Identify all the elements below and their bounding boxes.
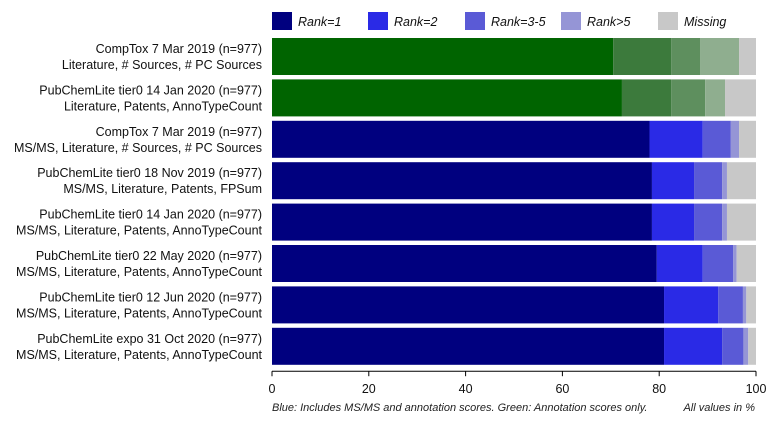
bar-segment-r4-1 (272, 162, 652, 200)
bar-segment-r8-1 (272, 327, 665, 365)
bar-segment-r6-4 (733, 245, 737, 282)
bar-segment-r8-3 (722, 327, 744, 365)
bar-segment-r7-2 (664, 286, 719, 324)
footnote-right: All values in % (682, 402, 755, 414)
bar-segment-r3-3 (702, 120, 731, 158)
bar-segment-r3-1 (272, 120, 650, 158)
x-tick-label-100: 100 (746, 382, 767, 396)
bar-segment-r7-4 (742, 286, 747, 324)
footnote-left: Blue: Includes MS/MS and annotation scor… (272, 402, 647, 414)
bar-segment-r6-3 (702, 245, 734, 282)
legend-label-5: Missing (684, 15, 726, 29)
bar-segment-r1-1 (272, 38, 614, 75)
bar-segment-r8-5 (748, 327, 756, 365)
bar-segment-r2-2 (621, 79, 672, 117)
category-label-4-line2: MS/MS, Literature, Patents, FPSum (63, 182, 262, 196)
legend-swatch-3 (465, 12, 485, 30)
x-tick-label-40: 40 (459, 382, 473, 396)
bar-segment-r7-5 (746, 286, 756, 324)
category-label-2-line1: PubChemLite tier0 14 Jan 2020 (n=977) (39, 83, 262, 97)
legend: Rank=1 Rank=2 Rank=3-5 Rank>5 Missing (272, 12, 726, 30)
bar-segment-r4-3 (694, 162, 723, 200)
bar-segment-r2-4 (705, 79, 726, 117)
legend-label-4: Rank>5 (587, 15, 630, 29)
category-label-5-line2: MS/MS, Literature, Patents, AnnoTypeCoun… (16, 224, 262, 238)
bar-segment-r1-5 (739, 38, 756, 75)
bar-segment-r5-4 (722, 203, 727, 241)
bar-segment-r7-3 (718, 286, 743, 324)
legend-swatch-2 (368, 12, 388, 30)
bar-segment-r7-1 (272, 286, 665, 324)
category-label-3-line1: CompTox 7 Mar 2019 (n=977) (96, 125, 262, 139)
bar-segment-r8-2 (664, 327, 723, 365)
x-tick-label-0: 0 (269, 382, 276, 396)
bar-segment-r2-1 (272, 79, 622, 117)
bar-segment-r2-3 (671, 79, 706, 117)
x-axis: 0 20 40 60 80 100 (269, 370, 767, 396)
bar-segment-r5-1 (272, 203, 652, 241)
bar-segment-r4-2 (651, 162, 695, 200)
category-label-8-line1: PubChemLite expo 31 Oct 2020 (n=977) (37, 332, 262, 346)
legend-swatch-1 (272, 12, 292, 30)
category-label-6-line1: PubChemLite tier0 22 May 2020 (n=977) (36, 249, 262, 263)
bar-segment-r3-5 (739, 120, 756, 158)
category-label-7-line1: PubChemLite tier0 12 Jun 2020 (n=977) (39, 290, 262, 304)
category-label-6-line2: MS/MS, Literature, Patents, AnnoTypeCoun… (16, 265, 262, 279)
bar-segment-r5-2 (651, 203, 695, 241)
category-label-1-line2: Literature, # Sources, # PC Sources (62, 58, 262, 72)
bar-segment-r1-3 (671, 38, 701, 75)
bar-segment-r4-4 (722, 162, 727, 200)
bar-segment-r1-2 (613, 38, 672, 75)
bar-segment-r6-5 (736, 245, 756, 282)
legend-label-2: Rank=2 (394, 15, 437, 29)
category-label-5-line1: PubChemLite tier0 14 Jan 2020 (n=977) (39, 208, 262, 222)
bar-segment-r1-4 (700, 38, 740, 75)
bar-segment-r5-3 (694, 203, 723, 241)
category-label-1-line1: CompTox 7 Mar 2019 (n=977) (96, 42, 262, 56)
legend-swatch-4 (561, 12, 581, 30)
bar-segment-r6-2 (656, 245, 703, 282)
bar-segment-r4-5 (726, 162, 756, 200)
category-label-2-line2: Literature, Patents, AnnoTypeCount (64, 99, 263, 113)
category-label-4-line1: PubChemLite tier0 18 Nov 2019 (n=977) (37, 166, 262, 180)
x-tick-label-20: 20 (362, 382, 376, 396)
bar-area (272, 38, 756, 365)
bar-segment-r8-4 (743, 327, 749, 365)
category-labels: CompTox 7 Mar 2019 (n=977) Literature, # … (14, 42, 263, 362)
legend-swatch-5 (658, 12, 678, 30)
x-tick-label-80: 80 (652, 382, 666, 396)
legend-label-1: Rank=1 (298, 15, 341, 29)
bar-segment-r3-2 (649, 120, 703, 158)
bar-segment-r2-5 (725, 79, 756, 117)
bar-segment-r5-5 (726, 203, 756, 241)
category-label-8-line2: MS/MS, Literature, Patents, AnnoTypeCoun… (16, 348, 262, 362)
x-tick-label-60: 60 (555, 382, 569, 396)
category-label-3-line2: MS/MS, Literature, # Sources, # PC Sourc… (14, 141, 262, 155)
category-label-7-line2: MS/MS, Literature, Patents, AnnoTypeCoun… (16, 306, 262, 320)
legend-label-3: Rank=3-5 (491, 15, 546, 29)
bar-segment-r3-4 (730, 120, 740, 158)
bar-segment-r6-1 (272, 245, 657, 282)
